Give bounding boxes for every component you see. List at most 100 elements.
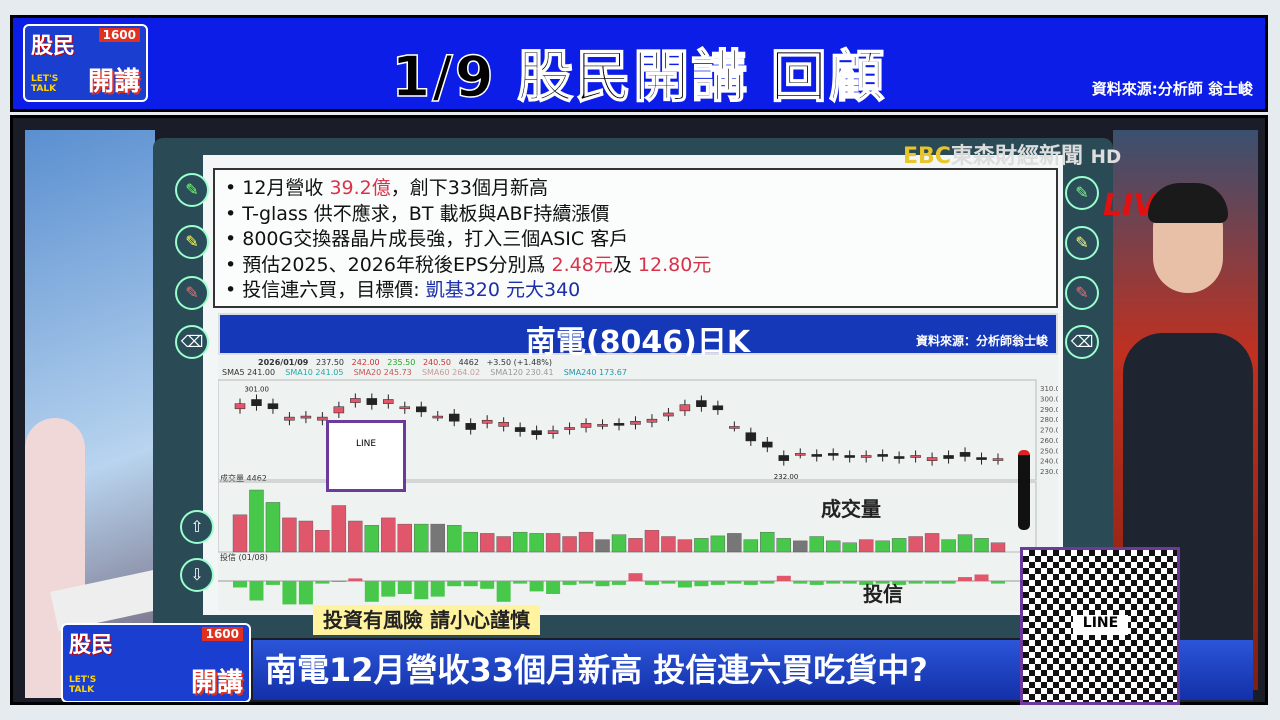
y-tick-label: 280.0 bbox=[1040, 416, 1058, 424]
institutional-bar bbox=[941, 581, 956, 584]
volume-bar bbox=[545, 533, 561, 553]
candle bbox=[630, 420, 641, 425]
candlestick-plot: 310.0 300.0 290.0 280.0 270.0 260.0 250.0 240.0… bbox=[218, 379, 1058, 605]
volume-bar bbox=[282, 517, 297, 553]
institutional-bar bbox=[463, 581, 478, 587]
candle bbox=[366, 398, 378, 405]
volume-bar bbox=[496, 536, 511, 553]
volume-bar bbox=[974, 538, 989, 553]
candle bbox=[646, 418, 658, 423]
volume-bar bbox=[727, 533, 742, 553]
candle bbox=[333, 406, 345, 414]
institutional-bar bbox=[710, 581, 725, 585]
candle bbox=[778, 455, 790, 461]
candle bbox=[564, 427, 575, 430]
bullet-5: • 投信連六買，目標價: 凱基320 元大340 bbox=[225, 279, 581, 301]
price-pane bbox=[218, 379, 1037, 481]
institutional-bar bbox=[381, 581, 396, 597]
candle bbox=[284, 416, 295, 421]
y-tick-label: 250.0 bbox=[1040, 447, 1058, 455]
bullet-2: • T-glass 供不應求，BT 載板與ABF持續漲價 bbox=[225, 202, 610, 225]
volume-bar bbox=[397, 523, 412, 553]
candle bbox=[762, 441, 773, 448]
institutional-bar bbox=[644, 581, 659, 585]
institutional-bar bbox=[595, 581, 610, 587]
line-qr-code: LINE bbox=[1020, 547, 1180, 705]
high-label: 301.00 bbox=[244, 385, 269, 393]
institutional-bar bbox=[496, 581, 511, 602]
candle bbox=[976, 457, 987, 460]
candle bbox=[745, 432, 757, 442]
institutional-bar bbox=[793, 581, 808, 584]
candle bbox=[613, 423, 625, 426]
y-tick-label: 300.0 bbox=[1040, 395, 1058, 403]
ma-legend: SMA5 241.00 SMA10 241.05 SMA20 245.73 SM… bbox=[222, 368, 627, 377]
volume-bar bbox=[842, 542, 857, 553]
volume-bar bbox=[249, 489, 264, 553]
volume-bar bbox=[677, 539, 693, 553]
institutional-bar bbox=[958, 577, 973, 581]
volume-bar bbox=[463, 531, 478, 553]
pen-icon: ✎ bbox=[175, 173, 209, 207]
volume-bar bbox=[529, 533, 544, 553]
volume-bar bbox=[875, 540, 890, 553]
key-points: • 12月營收 39.2億，創下33個月新高 • T-glass 供不應求，BT… bbox=[213, 168, 1058, 308]
institutional-bar bbox=[414, 581, 429, 600]
institutional-bar bbox=[348, 578, 363, 581]
candle bbox=[827, 453, 839, 456]
institutional-bar bbox=[364, 581, 379, 602]
risk-disclaimer: 投資有風險 請小心謹慎 bbox=[313, 605, 540, 635]
institutional-bar bbox=[282, 581, 297, 605]
candle bbox=[498, 422, 509, 427]
remote-clicker bbox=[1018, 450, 1030, 530]
pen-icon: ✎ bbox=[1065, 176, 1099, 210]
pen-icon: ✎ bbox=[1065, 276, 1099, 310]
candle bbox=[943, 455, 954, 459]
institutional-bar bbox=[694, 581, 709, 587]
candle bbox=[234, 403, 246, 410]
candle bbox=[795, 453, 806, 456]
volume-bar bbox=[809, 536, 824, 553]
chart-title: 南電(8046)日K bbox=[525, 325, 751, 360]
candle bbox=[383, 399, 394, 404]
candle bbox=[910, 455, 921, 458]
volume-bar bbox=[957, 534, 973, 553]
bullet-3: • 800G交換器晶片成長強，打入三個ASIC 客戶 bbox=[225, 228, 629, 250]
ohlc-info: 2026/01/09 237.50 242.00 235.50 240.50 4… bbox=[258, 358, 552, 367]
volume-bar bbox=[941, 539, 956, 553]
candle bbox=[926, 457, 938, 461]
institutional-bar bbox=[265, 581, 280, 585]
source-note: 資料來源:分析師 翁士峻 bbox=[1091, 80, 1253, 98]
volume-bar bbox=[694, 538, 709, 553]
candle bbox=[811, 454, 822, 457]
institutional-bar bbox=[298, 581, 313, 605]
y-tick-label: 230.0 bbox=[1040, 468, 1058, 476]
y-tick-label: 310.0 bbox=[1040, 385, 1058, 393]
candle bbox=[893, 456, 905, 459]
volume-bar bbox=[776, 538, 791, 553]
institutional-bar bbox=[315, 581, 330, 584]
candle bbox=[860, 455, 872, 458]
volume-bar bbox=[858, 539, 874, 553]
candle bbox=[877, 454, 888, 457]
candle bbox=[712, 405, 724, 411]
pen-icon: ✎ bbox=[175, 225, 209, 259]
show-logo-lower: 股民 1600 開講 LET'S TALK bbox=[61, 623, 251, 702]
chart-header: 南電(8046)日K 資料來源：分析師翁士峻 bbox=[218, 313, 1058, 360]
bullet-1: • 12月營收 39.2億，創下33個月新高 bbox=[225, 177, 548, 199]
volume-bar bbox=[315, 530, 330, 553]
candle bbox=[679, 404, 691, 412]
volume-bar bbox=[512, 531, 528, 553]
line-qr-code-small: LINE bbox=[326, 420, 406, 492]
candle bbox=[514, 427, 526, 432]
volume-bar bbox=[924, 533, 940, 553]
video-frame: ✎ ✎ ✎ ⌫ ⇧ ⇩ ✎ ✎ ✎ ⌫ • 12月營收 39.2億，創下33個月… bbox=[10, 115, 1268, 705]
candle bbox=[959, 452, 971, 457]
volume-bar bbox=[644, 530, 660, 553]
volume-bar bbox=[611, 534, 627, 553]
institutional-label: 投信 bbox=[863, 582, 903, 606]
institutional-bar bbox=[513, 581, 528, 584]
candle bbox=[844, 455, 855, 458]
institutional-bar bbox=[974, 574, 989, 581]
candle bbox=[547, 430, 559, 434]
